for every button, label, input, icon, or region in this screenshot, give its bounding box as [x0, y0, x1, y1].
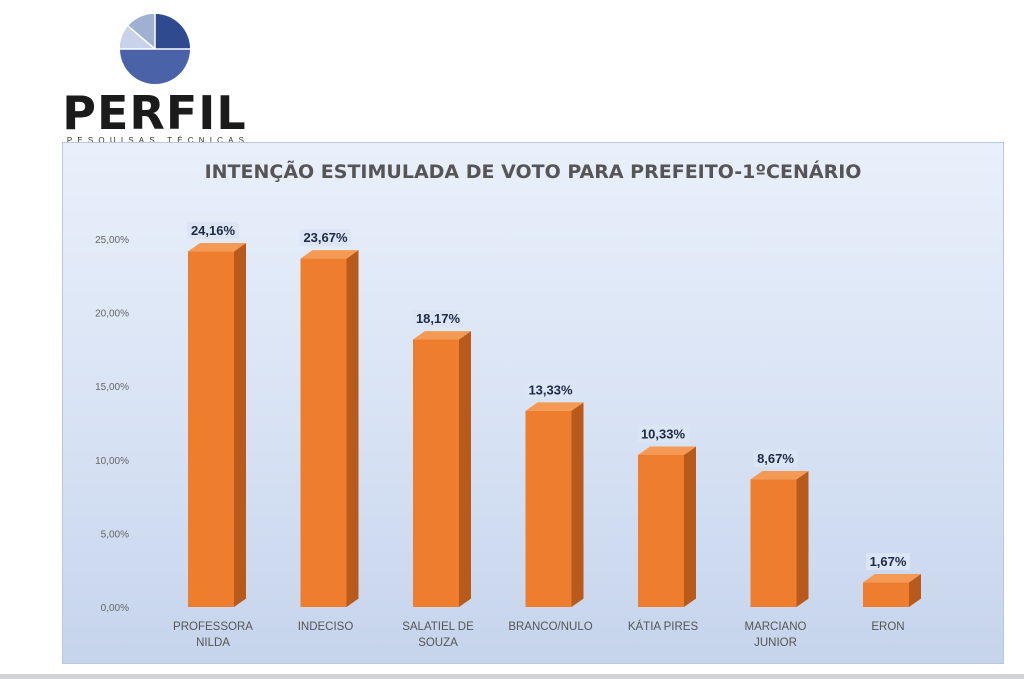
x-tick-label: NILDA — [196, 637, 230, 649]
logo: PERFIL PESQUISAS TÉCNICAS — [52, 10, 262, 145]
bar-side — [234, 242, 246, 608]
bar — [300, 258, 347, 607]
bar-side — [459, 331, 471, 607]
x-tick-label: PROFESSORA — [173, 621, 253, 633]
brand-tagline: PESQUISAS TÉCNICAS — [66, 136, 250, 145]
data-label: 18,17% — [416, 311, 461, 326]
chart-title: INTENÇÃO ESTIMULADA DE VOTO PARA PREFEIT… — [204, 161, 862, 183]
data-label: 23,67% — [303, 230, 348, 245]
x-tick-label: SOUZA — [418, 637, 458, 649]
chart-panel: INTENÇÃO ESTIMULADA DE VOTO PARA PREFEIT… — [62, 142, 1004, 664]
data-label-bg — [753, 449, 798, 467]
data-label-bg — [187, 221, 239, 239]
x-tick-label: KÁTIA PIRES — [628, 620, 699, 633]
bar — [525, 410, 572, 607]
data-label: 8,67% — [757, 451, 794, 466]
bar-top — [188, 242, 246, 252]
y-tick-label: 5,00% — [101, 529, 129, 540]
bar-side — [684, 446, 696, 607]
bar — [638, 454, 684, 607]
bar — [863, 582, 909, 607]
bar — [188, 251, 234, 607]
bar — [413, 339, 459, 607]
bar-side — [346, 250, 359, 607]
data-label-bg — [637, 425, 689, 443]
bottom-divider — [0, 674, 1024, 679]
bar-top — [413, 331, 471, 340]
y-tick-label: 25,00% — [95, 235, 129, 246]
data-label: 10,33% — [641, 427, 686, 442]
data-label: 1,67% — [870, 554, 907, 569]
data-label-bg — [412, 310, 464, 328]
y-tick-label: 0,00% — [101, 603, 129, 614]
bar-top — [300, 250, 359, 259]
x-tick-label: BRANCO/NULO — [508, 621, 592, 633]
y-tick-label: 15,00% — [95, 382, 129, 393]
bar-chart: 0,00% 5,00% 10,00% 15,00% 20,00% 25,00% 24,16%… — [95, 221, 921, 649]
pie-logo-icon — [119, 13, 190, 84]
data-label: 13,33% — [528, 382, 573, 397]
x-tick-label: JUNIOR — [754, 637, 797, 649]
x-tick-label: ERON — [871, 621, 904, 633]
bar-top — [863, 574, 921, 583]
bar-side — [796, 470, 809, 607]
bar-top — [638, 446, 696, 455]
bar-top — [750, 470, 809, 480]
bar-top — [525, 402, 584, 411]
bar-side — [571, 402, 584, 607]
y-tick-label: 10,00% — [95, 456, 129, 467]
y-tick-label: 20,00% — [95, 309, 129, 320]
x-tick-label: INDECISO — [298, 621, 354, 633]
bar — [750, 479, 797, 607]
brand-name: PERFIL — [62, 86, 247, 140]
data-label-bg — [524, 381, 577, 399]
data-label-bg — [866, 553, 910, 571]
x-tick-label: MARCIANO — [745, 621, 807, 633]
data-label-bg — [299, 229, 352, 247]
x-tick-label: SALATIEL DE — [402, 621, 474, 633]
data-label: 24,16% — [191, 223, 236, 238]
bar-side — [909, 574, 921, 607]
